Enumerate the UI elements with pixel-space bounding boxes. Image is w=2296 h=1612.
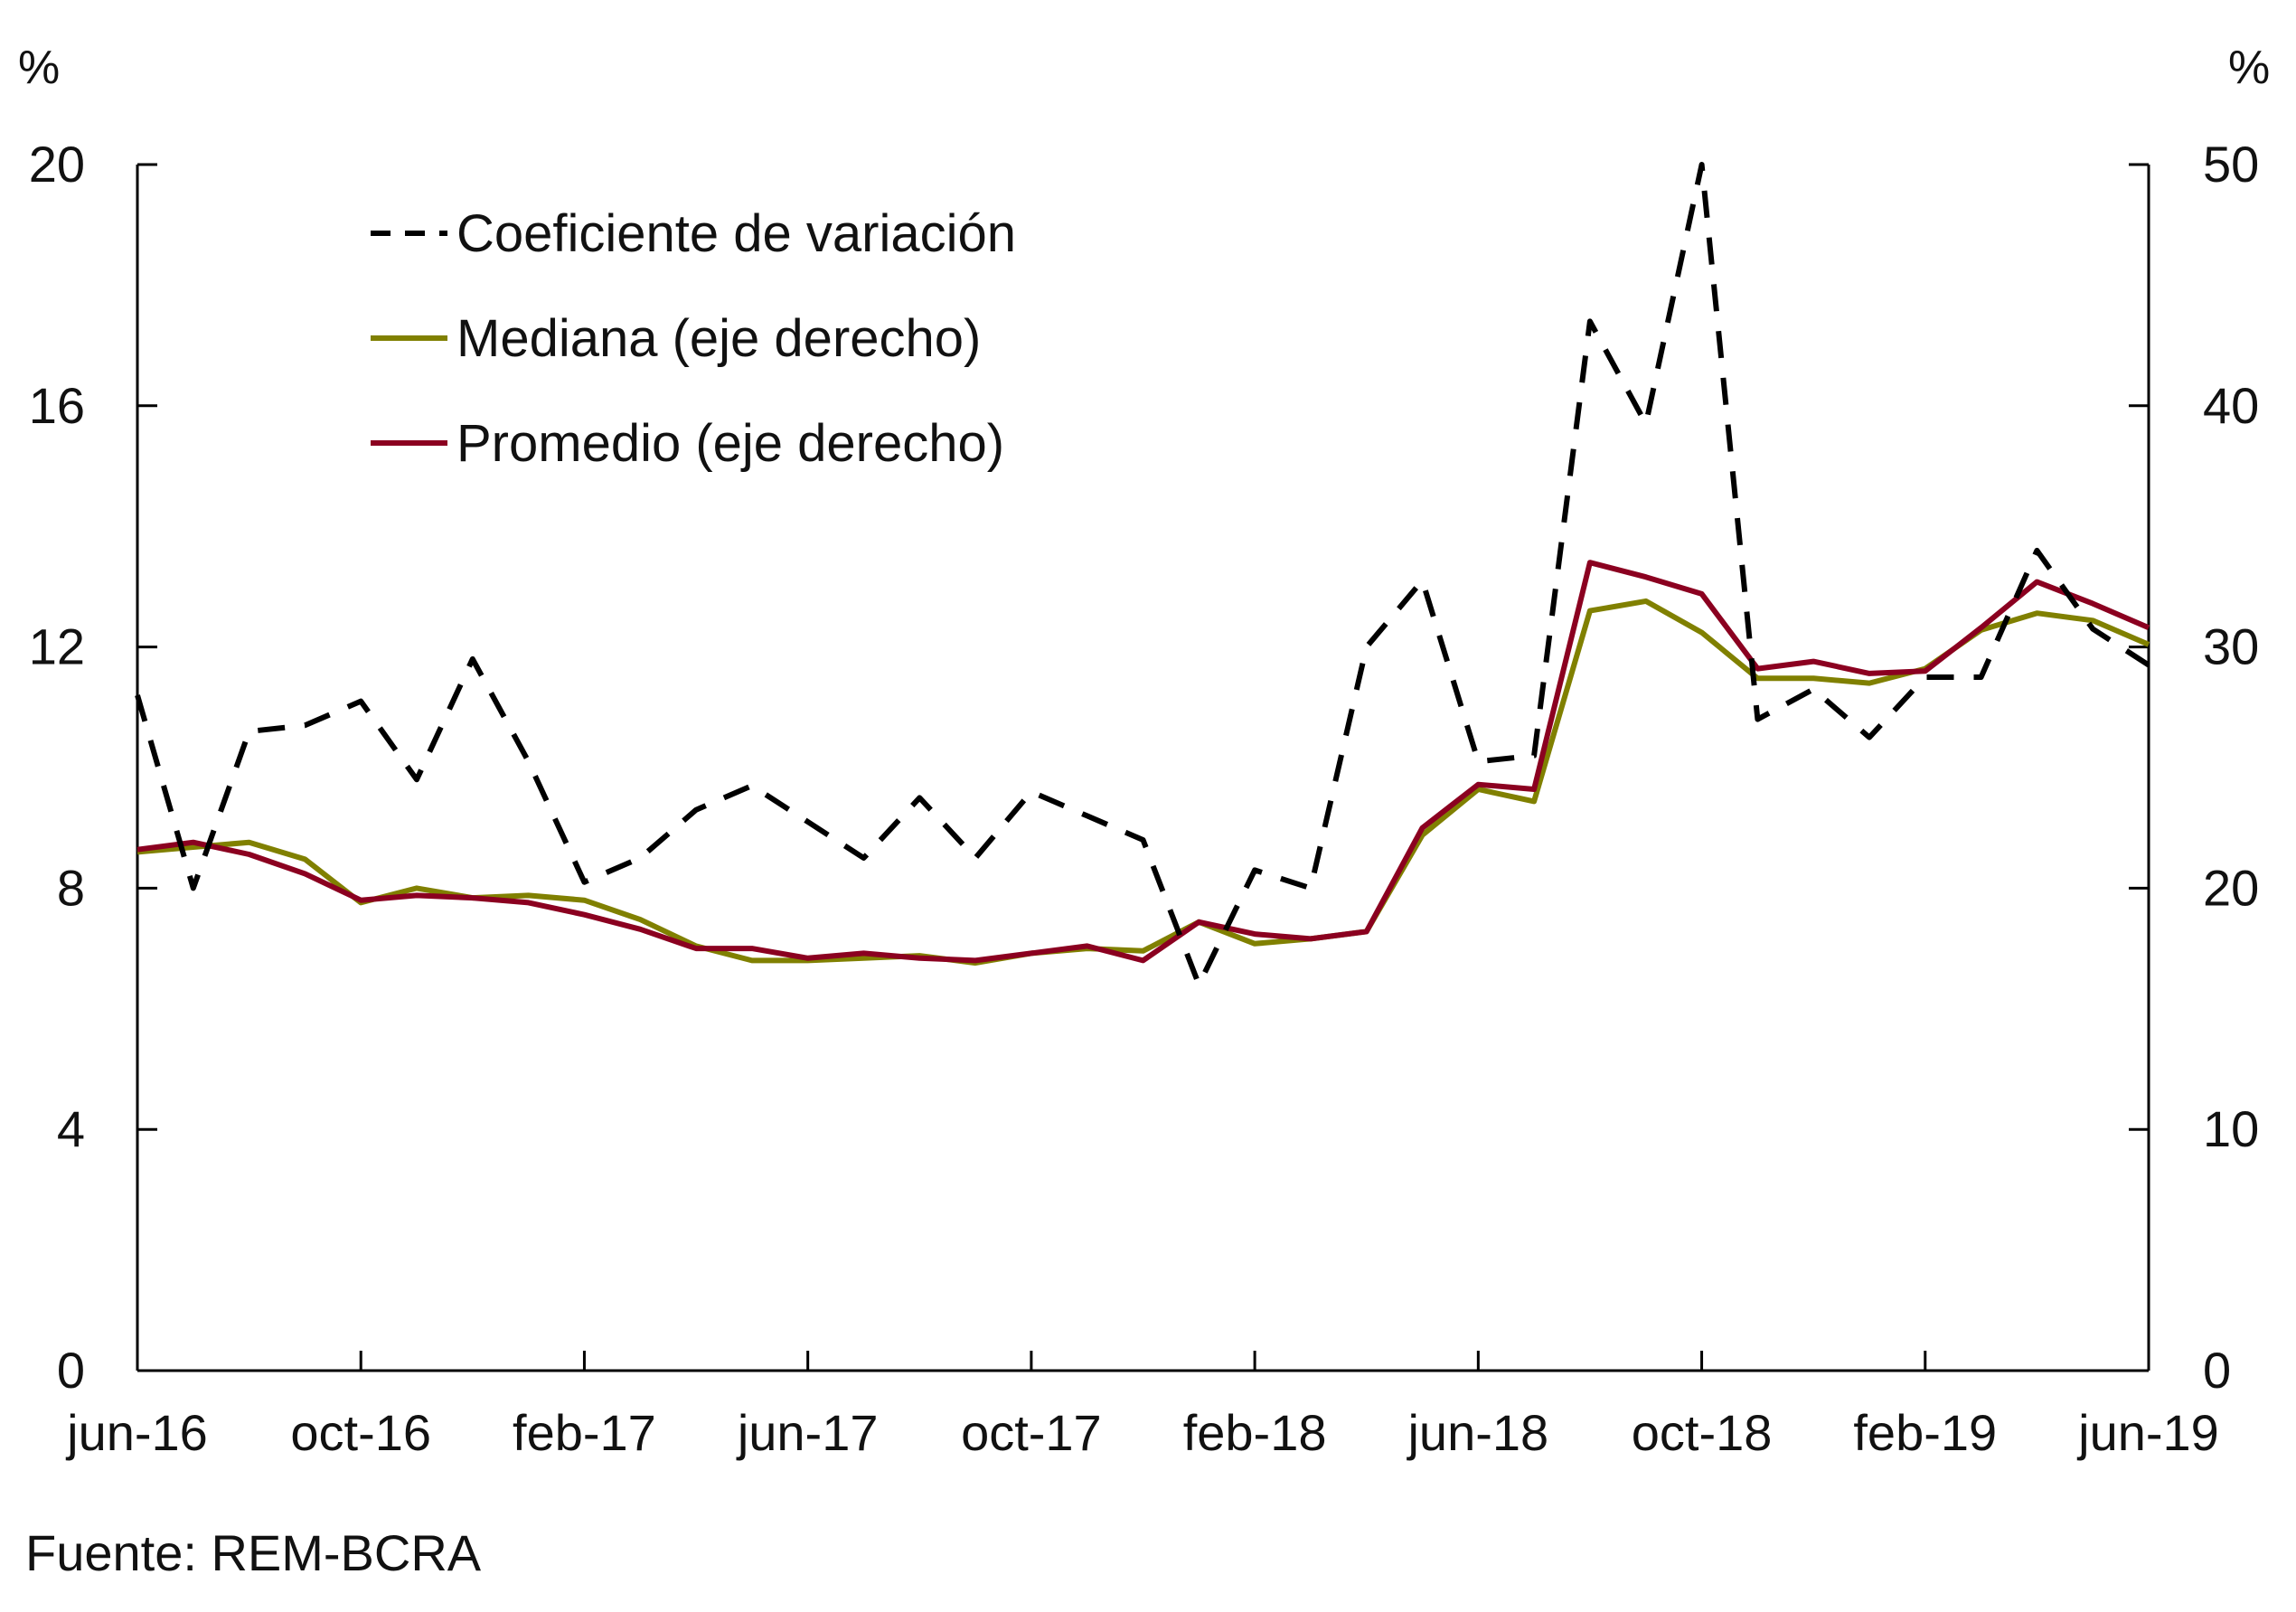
right-axis-unit: % [2228,42,2270,94]
axes: 0 4 8 12 16 20 0 10 20 30 40 50 jun-16 oct-16 feb-17 ju… [29,136,2260,1461]
x-tick-label: jun-19 [2076,1404,2219,1461]
x-tick-label: jun-17 [736,1404,879,1461]
left-tick-label: 8 [57,859,85,916]
left-tick-label: 12 [29,618,85,675]
legend-label-1: Mediana (eje derecho) [456,309,981,368]
left-tick-label: 20 [29,136,85,193]
right-tick-label: 50 [2203,136,2259,193]
x-tick-label: feb-19 [1853,1404,1997,1461]
x-tick-label: oct-16 [290,1404,431,1461]
left-tick-label: 4 [57,1100,85,1157]
series-line-2 [136,560,2150,964]
source-note: Fuente: REM-BCRA [25,1524,482,1581]
x-tick-label: jun-18 [1406,1404,1548,1461]
x-tick-label: oct-17 [961,1404,1102,1461]
legend-label-0: Coeficiente de variación [456,204,1016,263]
series-line-0 [135,162,2150,988]
right-tick-label: 10 [2203,1100,2259,1157]
series-lines [135,162,2150,988]
legend-label-2: Promedio (eje derecho) [456,414,1004,473]
right-tick-label: 0 [2203,1342,2231,1399]
x-tick-label: feb-18 [1183,1404,1327,1461]
right-tick-label: 30 [2203,618,2259,675]
right-tick-label: 40 [2203,377,2259,434]
x-tick-label: oct-18 [1632,1404,1773,1461]
legend: Coeficiente de variación Mediana (eje der… [371,204,1016,473]
left-tick-label: 16 [29,377,85,434]
left-tick-label: 0 [57,1342,85,1399]
right-tick-label: 20 [2203,859,2259,916]
x-tick-label: feb-17 [513,1404,656,1461]
x-tick-label: jun-16 [65,1404,208,1461]
left-axis-unit: % [18,42,60,94]
series-line-1 [136,598,2150,966]
